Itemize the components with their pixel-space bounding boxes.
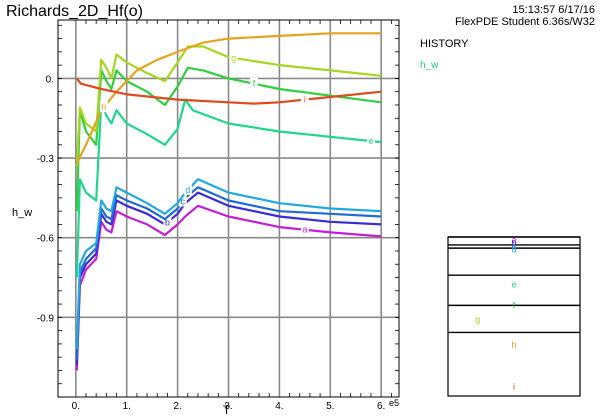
series-line-b	[75, 191, 382, 366]
x-tick-label: 0.	[72, 401, 80, 412]
series-label-bg	[367, 135, 376, 147]
series-label-i: i	[304, 95, 306, 105]
x-tick-label: 3.	[224, 401, 232, 412]
tick-layer: 0. 1. 2. 3. 4. 5. 6. 0. -0.3 -0.6 -0.9	[37, 20, 399, 412]
series-line-d	[75, 178, 382, 350]
x-tick-label: 6.	[377, 401, 385, 412]
x-tick-label: 5.	[326, 401, 334, 412]
plot-frame	[57, 19, 400, 398]
x-tick-label: 4.	[275, 401, 283, 412]
x-axis-label: T	[223, 403, 231, 417]
variable-label: h_w	[420, 60, 439, 71]
series-label-f: f	[253, 79, 256, 89]
series-label-bg	[229, 51, 238, 63]
series-label-bg	[249, 77, 258, 89]
y-axis-label: h_w	[12, 207, 32, 219]
series-label-bg	[183, 183, 192, 195]
inset-frame	[447, 236, 581, 397]
series-label-bg	[178, 195, 187, 207]
x-tick-label: 1.	[123, 401, 131, 412]
software-version: FlexPDE Student 6.36s/W32	[454, 16, 595, 28]
series-label-bg	[300, 223, 309, 235]
series-label-g: g	[231, 53, 236, 63]
series-label-bg	[163, 216, 172, 228]
series-line-e	[75, 98, 382, 278]
inset-marker-e: e	[511, 280, 516, 290]
series-label-bg	[99, 101, 108, 113]
inset-marker-h: h	[511, 340, 516, 350]
series-line-f	[75, 66, 382, 212]
series-label-h: h	[101, 102, 106, 112]
x-tick-label: 2.	[173, 401, 181, 412]
series-label-d: d	[185, 185, 190, 195]
series-line-h	[75, 32, 382, 164]
inset-marker-g: g	[475, 315, 480, 325]
series-layer: a b cd e f g h i	[75, 32, 382, 371]
series-label-a: a	[302, 225, 307, 235]
series-line-c	[75, 186, 382, 360]
history-label: HISTORY	[420, 38, 469, 50]
series-label-b: b	[165, 217, 170, 227]
series-label-e: e	[368, 136, 373, 146]
series-label-c: c	[180, 196, 185, 206]
plot-title: Richards_2D_Hf(o)	[6, 3, 143, 20]
y-tick-label: 0.	[46, 74, 54, 85]
y-tick-label: -0.3	[37, 154, 55, 165]
series-label-bg	[300, 93, 309, 105]
inset-marker-c: c	[512, 242, 517, 252]
y-tick-label: -0.9	[37, 313, 55, 324]
inset-marker-f: f	[513, 300, 516, 310]
inset-marker-d: d	[511, 245, 516, 255]
y-tick-label: -0.6	[37, 234, 55, 245]
series-line-a	[75, 204, 382, 371]
inset-marker-i: i	[513, 381, 515, 391]
x-multiplier-label: e5	[389, 398, 399, 408]
run-timestamp: 15:13:57 6/17/16	[512, 4, 595, 16]
inset-marker-a: a	[511, 235, 516, 245]
inset-marker-b: b	[511, 238, 516, 248]
